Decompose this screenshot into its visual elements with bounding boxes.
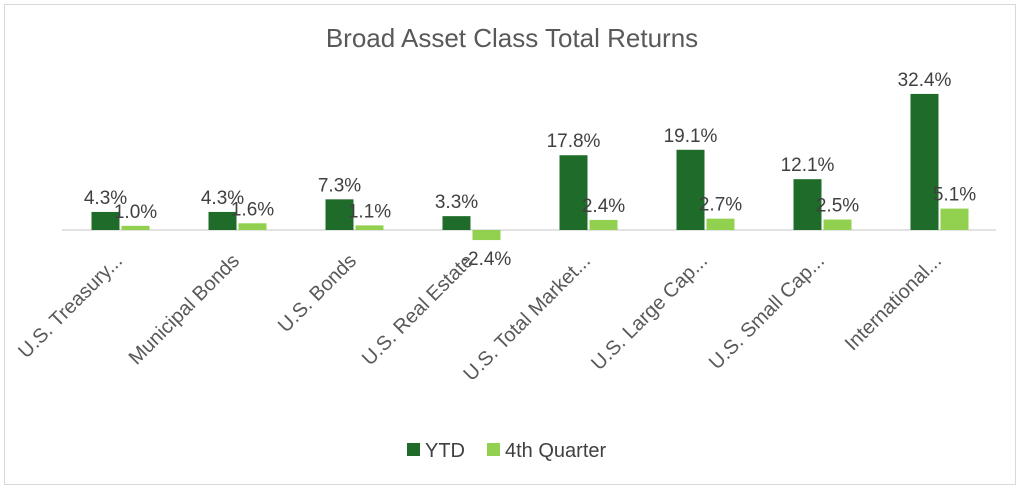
x-tick-label-3: U.S. Real Estate — [358, 250, 478, 370]
data-label-ytd-5: 19.1% — [664, 126, 718, 147]
legend-label-ytd: YTD — [425, 440, 465, 462]
legend-swatch-4th-quarter — [487, 443, 500, 456]
bar-4th-quarter-3 — [472, 230, 501, 241]
data-label-4th-quarter-7: 5.1% — [933, 185, 976, 206]
bar-ytd-5 — [676, 149, 705, 230]
bar-ytd-3 — [442, 216, 471, 230]
tick-labels-group: U.S. Treasury...Municipal Bonds U.S. Bond… — [14, 250, 946, 386]
data-label-ytd-7: 32.4% — [898, 70, 952, 91]
bar-ytd-7 — [910, 93, 939, 230]
chart-title: Broad Asset Class Total Returns — [326, 23, 698, 53]
bars-group — [91, 93, 969, 241]
bar-4th-quarter-2 — [355, 225, 384, 230]
bar-ytd-4 — [559, 155, 588, 230]
data-label-4th-quarter-1: 1.6% — [231, 199, 274, 220]
bar-4th-quarter-0 — [121, 225, 150, 230]
bar-4th-quarter-4 — [589, 219, 618, 230]
x-tick-label-1: Municipal Bonds — [125, 250, 244, 369]
data-label-ytd-3: 3.3% — [435, 192, 478, 213]
legend: YTD 4th Quarter — [407, 440, 607, 462]
data-label-4th-quarter-2: 1.1% — [348, 201, 391, 222]
data-label-4th-quarter-3: -2.4% — [462, 249, 512, 270]
bar-4th-quarter-1 — [238, 223, 267, 230]
data-label-ytd-2: 7.3% — [318, 175, 361, 196]
data-label-4th-quarter-5: 2.7% — [699, 195, 742, 216]
bar-ytd-0 — [91, 211, 120, 230]
bar-ytd-2 — [325, 199, 354, 230]
data-labels-group: 4.3%1.0%4.3%1.6%7.3%1.1% 3.3%-2.4%17.8%2.… — [84, 70, 976, 270]
data-label-ytd-6: 12.1% — [781, 155, 835, 176]
x-tick-label-4: U.S. Total Market... — [459, 250, 595, 386]
x-tick-label-6: U.S. Small Cap... — [705, 250, 829, 374]
data-label-4th-quarter-0: 1.0% — [114, 202, 157, 223]
x-tick-label-2: U.S. Bonds — [274, 250, 361, 337]
data-label-ytd-0: 4.3% — [84, 188, 127, 209]
chart-frame — [4, 4, 1016, 485]
data-label-ytd-1: 4.3% — [201, 188, 244, 209]
data-label-ytd-4: 17.8% — [547, 131, 601, 152]
legend-swatch-ytd — [407, 443, 420, 456]
x-tick-label-5: U.S. Large Cap... — [587, 250, 712, 375]
bar-4th-quarter-6 — [823, 219, 852, 230]
bar-ytd-1 — [208, 211, 237, 230]
bar-ytd-6 — [793, 179, 822, 230]
legend-label-4th-quarter: 4th Quarter — [505, 440, 607, 462]
bar-4th-quarter-7 — [940, 208, 969, 230]
x-tick-label-7: International... — [841, 250, 946, 355]
data-label-4th-quarter-6: 2.5% — [816, 196, 859, 217]
data-label-4th-quarter-4: 2.4% — [582, 196, 625, 217]
x-tick-label-0: U.S. Treasury... — [14, 250, 127, 363]
bar-4th-quarter-5 — [706, 218, 735, 230]
